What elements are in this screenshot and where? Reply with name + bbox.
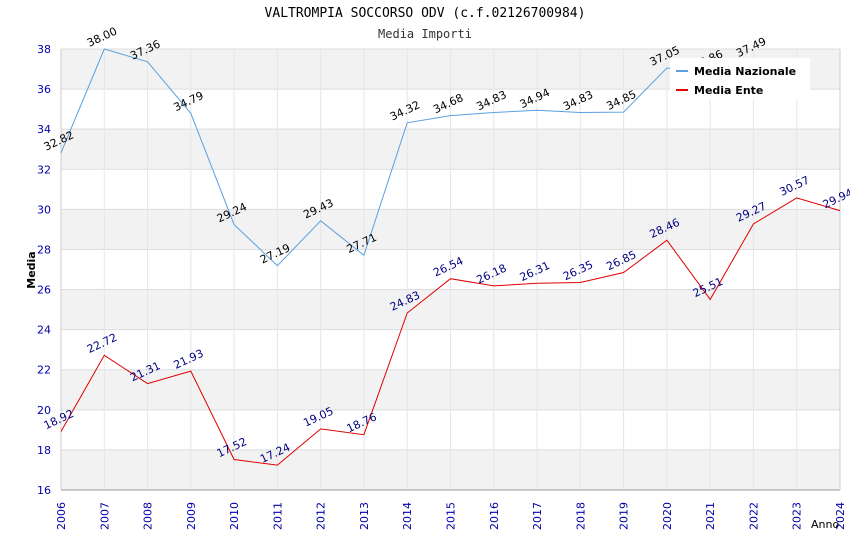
data-label: 21.93 (172, 347, 206, 372)
y-tick-label: 16 (37, 484, 51, 497)
x-tick-label: 2011 (271, 502, 284, 530)
series-line-0 (60, 48, 754, 267)
x-tick-label: 2015 (445, 502, 458, 530)
legend-label: Media Ente (694, 84, 763, 97)
data-label: 26.85 (604, 248, 638, 273)
x-tick-label: 2016 (488, 502, 501, 530)
data-label: 29.94 (821, 186, 850, 211)
x-tick-label: 2010 (228, 502, 241, 530)
x-tick-label: 2021 (704, 502, 717, 530)
legend-label: Media Nazionale (694, 65, 796, 78)
data-label: 22.72 (85, 331, 119, 356)
y-tick-label: 38 (37, 43, 51, 56)
x-tick-label: 2013 (358, 502, 371, 530)
data-label: 34.83 (475, 88, 509, 113)
data-label: 34.32 (388, 98, 422, 123)
data-label: 38.00 (85, 25, 119, 50)
y-tick-label: 32 (37, 163, 51, 176)
x-tick-label: 2018 (574, 502, 587, 530)
x-tick-label: 2024 (834, 502, 847, 530)
x-tick-label: 2006 (55, 502, 68, 530)
x-tick-label: 2023 (791, 502, 804, 530)
y-tick-label: 28 (37, 243, 51, 256)
x-tick-label: 2008 (142, 502, 155, 530)
y-tick-label: 30 (37, 203, 51, 216)
data-label: 30.57 (777, 174, 811, 199)
x-tick-label: 2007 (98, 502, 111, 530)
data-label: 26.31 (518, 259, 552, 284)
y-tick-label: 26 (37, 284, 51, 297)
chart-subtitle: Media Importi (378, 27, 472, 41)
data-label: 18.76 (345, 410, 379, 435)
data-label: 26.18 (475, 262, 509, 287)
y-tick-label: 24 (37, 324, 51, 337)
x-tick-label: 2019 (618, 502, 631, 530)
y-tick-label: 36 (37, 83, 51, 96)
y-tick-label: 34 (37, 123, 51, 136)
x-tick-label: 2017 (531, 502, 544, 530)
x-tick-label: 2014 (401, 502, 414, 530)
x-tick-label: 2012 (315, 502, 328, 530)
legend-box (670, 58, 810, 100)
data-label: 34.85 (604, 88, 638, 113)
y-tick-label: 18 (37, 444, 51, 457)
x-tick-label: 2022 (747, 502, 760, 530)
series-line-1 (60, 197, 841, 466)
y-axis-title: Media (25, 251, 38, 288)
x-axis-title: Anno (811, 518, 839, 531)
data-label: 26.35 (561, 258, 595, 283)
chart-title: VALTROMPIA SOCCORSO ODV (c.f.02126700984… (264, 6, 586, 21)
data-label: 34.83 (561, 88, 595, 113)
x-tick-label: 2020 (661, 502, 674, 530)
y-tick-label: 20 (37, 404, 51, 417)
data-label: 34.68 (431, 91, 465, 116)
y-tick-label: 22 (37, 364, 51, 377)
data-label: 26.54 (431, 254, 465, 279)
data-label: 34.94 (518, 86, 552, 111)
x-tick-label: 2009 (185, 502, 198, 530)
